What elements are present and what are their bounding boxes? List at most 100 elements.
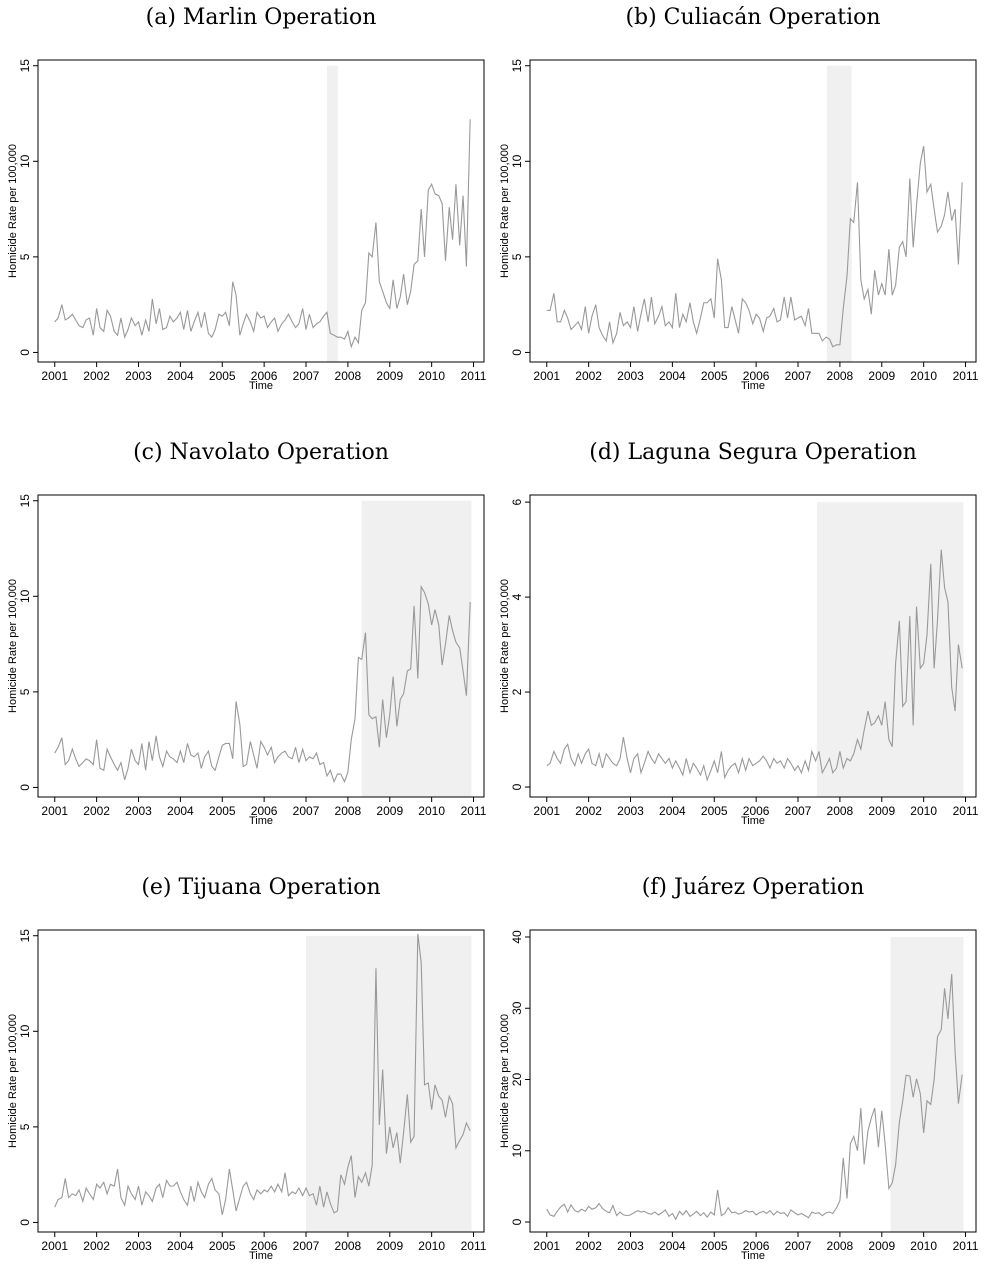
operation-period [816,502,964,797]
y-tick-label: 5 [510,253,524,260]
x-tick-label: 2001 [533,1239,560,1253]
data-line [54,119,471,349]
panel: (a) Marlin Operation 0 5 10 15 2001 2002 2003 20… [7,5,487,392]
x-tick-label: 2004 [659,1239,686,1253]
panel: (c) Navolato Operation 0 5 10 15 2001 2002 2003… [7,440,487,827]
x-tick-label: 2001 [533,804,560,818]
x-tick-label: 2008 [827,369,854,383]
x-tick-label: 2004 [659,804,686,818]
x-tick-label: 2001 [41,369,68,383]
y-tick-label: 6 [510,498,524,505]
operation-period [826,65,852,362]
y-tick-label: 30 [510,1001,524,1015]
operation-period [326,65,338,362]
y-tick-label: 15 [18,59,32,73]
y-axis-label: Homicide Rate per 100,000 [499,1014,511,1148]
y-tick-label: 40 [510,930,524,944]
x-tick-label: 2003 [617,369,644,383]
x-tick-label: 2001 [533,369,560,383]
x-tick-label: 2007 [785,369,812,383]
y-tick-label: 10 [510,154,524,168]
x-tick-label: 2009 [868,804,895,818]
x-axis-label: Time [741,380,765,392]
panel-title: (f) Juárez Operation [642,875,865,900]
panel: (f) Juárez Operation 0 10 20 30 40 2001 2002 200… [499,875,979,1262]
x-tick-label: 2003 [125,369,152,383]
x-tick-label: 2007 [293,804,320,818]
x-tick-label: 2005 [209,1239,236,1253]
x-tick-label: 2005 [209,804,236,818]
x-tick-label: 2010 [418,1239,445,1253]
x-tick-label: 2006 [251,369,278,383]
y-tick-label: 5 [18,688,32,695]
x-axis-label: Time [249,815,273,827]
plot-frame [37,929,485,1233]
data-line [546,145,963,348]
x-tick-label: 2010 [418,369,445,383]
y-axis-label: Homicide Rate per 100,000 [499,579,511,713]
x-tick-label: 2008 [827,1239,854,1253]
x-tick-label: 2006 [743,804,770,818]
x-tick-label: 2003 [617,1239,644,1253]
y-tick-label: 4 [510,593,524,600]
plot-frame [529,59,977,363]
y-tick-label: 5 [18,253,32,260]
x-tick-label: 2008 [335,369,362,383]
x-tick-label: 2011 [461,369,487,383]
y-tick-label: 5 [18,1123,32,1130]
x-tick-label: 2005 [701,369,728,383]
x-tick-label: 2005 [209,369,236,383]
x-tick-label: 2005 [701,1239,728,1253]
plot-frame [37,59,485,363]
x-tick-label: 2003 [125,1239,152,1253]
x-tick-label: 2007 [293,369,320,383]
data-line [54,933,471,1215]
panel-title: (e) Tijuana Operation [141,875,380,900]
y-tick-label: 0 [18,784,32,791]
y-tick-label: 15 [510,59,524,73]
x-tick-label: 2002 [83,369,110,383]
y-tick-label: 20 [510,1073,524,1087]
x-tick-label: 2008 [335,1239,362,1253]
panel: (d) Laguna Segura Operation 0 2 4 6 2001 2002 2… [499,440,979,827]
panel-title: (a) Marlin Operation [146,5,377,30]
x-tick-label: 2009 [376,369,403,383]
panel-title: (d) Laguna Segura Operation [589,440,917,465]
x-tick-label: 2002 [575,1239,602,1253]
panel: (e) Tijuana Operation 0 5 10 15 2001 2002 2003 2… [7,875,487,1262]
y-tick-label: 10 [18,589,32,603]
x-tick-label: 2006 [251,804,278,818]
x-tick-label: 2004 [659,369,686,383]
x-tick-label: 2004 [167,1239,194,1253]
x-tick-label: 2011 [953,1239,979,1253]
x-tick-label: 2007 [785,804,812,818]
x-tick-label: 2009 [376,1239,403,1253]
x-tick-label: 2009 [868,369,895,383]
x-tick-label: 2009 [868,1239,895,1253]
x-tick-label: 2010 [910,369,937,383]
y-tick-label: 0 [510,1218,524,1225]
operation-period [306,935,472,1232]
plot-frame [529,929,977,1233]
y-tick-label: 10 [510,1144,524,1158]
x-tick-label: 2002 [575,804,602,818]
x-tick-label: 2008 [335,804,362,818]
x-tick-label: 2008 [827,804,854,818]
panel: (b) Culiacán Operation 0 5 10 15 2001 2002 2003… [499,5,979,392]
x-tick-label: 2011 [953,369,979,383]
x-tick-label: 2010 [418,804,445,818]
x-tick-label: 2011 [953,804,979,818]
x-tick-label: 2005 [701,804,728,818]
x-tick-label: 2001 [41,804,68,818]
y-tick-label: 0 [510,349,524,356]
y-tick-label: 10 [18,154,32,168]
x-tick-label: 2002 [83,1239,110,1253]
x-tick-label: 2007 [293,1239,320,1253]
plot-frame [37,494,485,798]
x-tick-label: 2003 [617,804,644,818]
y-axis-label: Homicide Rate per 100,000 [499,144,511,278]
x-axis-label: Time [741,815,765,827]
x-tick-label: 2004 [167,804,194,818]
y-tick-label: 2 [510,688,524,695]
